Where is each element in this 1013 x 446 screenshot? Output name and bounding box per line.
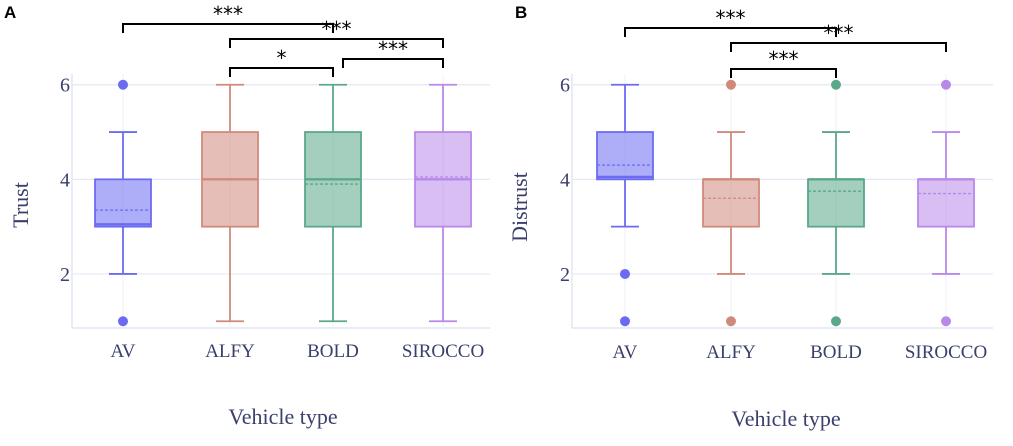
bracket-line — [229, 38, 444, 48]
x-tick-label: ALFY — [205, 341, 255, 362]
x-tick-labels: AV ALFY BOLD SIROCCO — [613, 342, 988, 363]
outlier-point — [941, 79, 951, 90]
x-axis-label: Vehicle type — [731, 406, 840, 431]
bracket-line — [624, 27, 837, 37]
y-tick-labels: 2 4 6 — [560, 75, 570, 286]
significance-bracket: *** — [730, 21, 947, 52]
box-iqr — [917, 178, 975, 228]
panel-letter-b: B — [515, 3, 527, 22]
significance-label: *** — [716, 6, 746, 30]
box-iqr — [807, 178, 865, 228]
box-iqr — [702, 178, 760, 228]
significance-label: * — [277, 46, 287, 70]
significance-bracket: * — [229, 46, 334, 77]
significance-bracket: *** — [730, 47, 837, 78]
outlier-point — [726, 79, 736, 90]
panel-b: B 2 4 6 AV ALFY BOLD SIROCCO *** *** *** Distru… — [507, 3, 993, 431]
panel-letter-a: A — [4, 3, 16, 22]
y-tick-label: 6 — [560, 75, 570, 97]
significance-label: *** — [378, 37, 408, 61]
box-sirocco — [414, 83, 472, 323]
x-tick-label: AV — [111, 341, 136, 362]
box-av — [94, 79, 152, 327]
y-axis-label: Distrust — [507, 172, 532, 242]
outlier-point — [118, 316, 128, 327]
y-tick-label: 2 — [60, 264, 70, 286]
y-tick-labels: 2 4 6 — [60, 75, 70, 286]
box-alfy — [201, 83, 259, 323]
significance-brackets: *** *** *** — [624, 6, 947, 78]
outlier-point — [726, 316, 736, 327]
significance-bracket: *** — [342, 37, 444, 68]
box-bold — [807, 79, 865, 327]
x-tick-labels: AV ALFY BOLD SIROCCO — [111, 341, 485, 362]
x-axis-label: Vehicle type — [228, 404, 337, 429]
panel-a: A 246 AV ALFY BOLD SIROCCO ******* *** Trust… — [4, 2, 490, 429]
outlier-point — [831, 79, 841, 90]
outlier-point — [831, 316, 841, 327]
box-iqr — [596, 131, 654, 181]
x-tick-label: SIROCCO — [402, 341, 484, 362]
box-sirocco — [917, 79, 975, 327]
bracket-line — [730, 42, 947, 52]
bracket-line — [342, 58, 444, 68]
significance-bracket: *** — [229, 17, 444, 48]
y-axis-label: Trust — [8, 182, 33, 228]
box-av — [596, 83, 654, 327]
outlier-point — [118, 79, 128, 90]
outlier-point — [620, 316, 630, 327]
x-tick-label: SIROCCO — [905, 342, 987, 363]
box-series — [94, 79, 472, 327]
x-tick-label: ALFY — [706, 342, 756, 363]
significance-label: *** — [824, 21, 854, 45]
bracket-line — [229, 67, 334, 77]
y-tick-label: 4 — [560, 169, 570, 191]
significance-label: *** — [213, 2, 243, 26]
bracket-line — [730, 68, 837, 78]
y-tick-label: 6 — [60, 75, 70, 97]
bracket-line — [122, 23, 334, 33]
outlier-point — [620, 268, 630, 279]
significance-brackets: ******* *** — [122, 2, 444, 77]
x-tick-label: BOLD — [307, 341, 359, 362]
significance-label: *** — [322, 17, 352, 41]
y-tick-label: 4 — [60, 169, 70, 191]
y-tick-label: 2 — [560, 264, 570, 286]
box-bold — [304, 83, 362, 323]
x-tick-label: AV — [613, 342, 638, 363]
outlier-point — [941, 316, 951, 327]
box-iqr — [94, 178, 152, 228]
box-series — [596, 79, 975, 327]
significance-bracket: *** — [122, 2, 334, 33]
x-tick-label: BOLD — [810, 342, 862, 363]
box-alfy — [702, 79, 760, 327]
significance-label: *** — [769, 47, 799, 71]
significance-bracket: *** — [624, 6, 837, 37]
